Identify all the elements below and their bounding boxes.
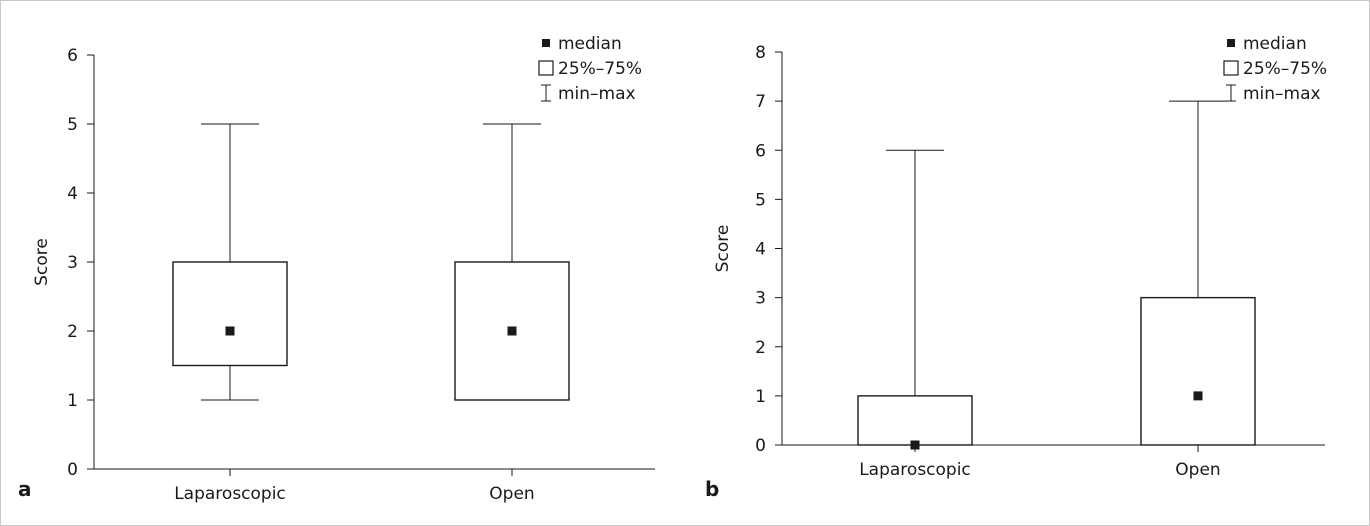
panel-label: b: [705, 477, 719, 501]
legend-median-marker: [1227, 39, 1235, 47]
y-tick-label: 2: [67, 322, 78, 342]
y-tick-label: 0: [67, 460, 78, 480]
x-category-label: Open: [489, 484, 534, 504]
median-marker: [507, 326, 517, 336]
iqr-box: [172, 261, 288, 367]
y-tick-label: 3: [755, 289, 766, 309]
panel-a: 0 1 2 3 4 5 6 Score Laparoscopic Open median 25%–75…: [18, 34, 655, 504]
legend-median-label: median: [558, 34, 622, 54]
iqr-box: [1140, 296, 1256, 446]
y-tick-label: 7: [755, 92, 766, 112]
x-category-label: Open: [1175, 460, 1220, 480]
y-tick-label: 5: [67, 115, 78, 135]
panel-b: 0 1 2 3 4 5 6 7 8 Score Laparoscopic Open median 25%–…: [705, 34, 1327, 501]
y-tick-label: 2: [755, 338, 766, 358]
legend-box-label: 25%–75%: [558, 59, 642, 79]
y-tick-label: 1: [67, 391, 78, 411]
legend-box-marker: [538, 60, 554, 76]
x-category-label: Laparoscopic: [174, 484, 286, 504]
median-marker: [225, 326, 235, 336]
y-tick-label: 3: [67, 253, 78, 273]
y-tick-label: 4: [67, 184, 78, 204]
legend-whisker-label: min–max: [558, 84, 636, 104]
panel-label: a: [18, 477, 32, 501]
legend-box-marker: [1223, 60, 1239, 76]
legend-median-label: median: [1243, 34, 1307, 54]
y-tick-label: 0: [755, 436, 766, 456]
y-axis-label: Score: [713, 225, 733, 273]
y-tick-label: 6: [67, 46, 78, 66]
iqr-box: [454, 261, 570, 401]
y-axis-label: Score: [32, 238, 52, 286]
legend-median-marker: [542, 39, 550, 47]
y-tick-label: 1: [755, 387, 766, 407]
y-tick-label: 6: [755, 141, 766, 161]
median-marker: [1193, 391, 1203, 401]
x-category-label: Laparoscopic: [859, 460, 971, 480]
legend-box-label: 25%–75%: [1243, 59, 1327, 79]
legend-whisker-label: min–max: [1243, 84, 1321, 104]
y-tick-label: 5: [755, 190, 766, 210]
median-marker: [910, 440, 920, 450]
y-tick-label: 4: [755, 240, 766, 260]
y-tick-label: 8: [755, 43, 766, 63]
